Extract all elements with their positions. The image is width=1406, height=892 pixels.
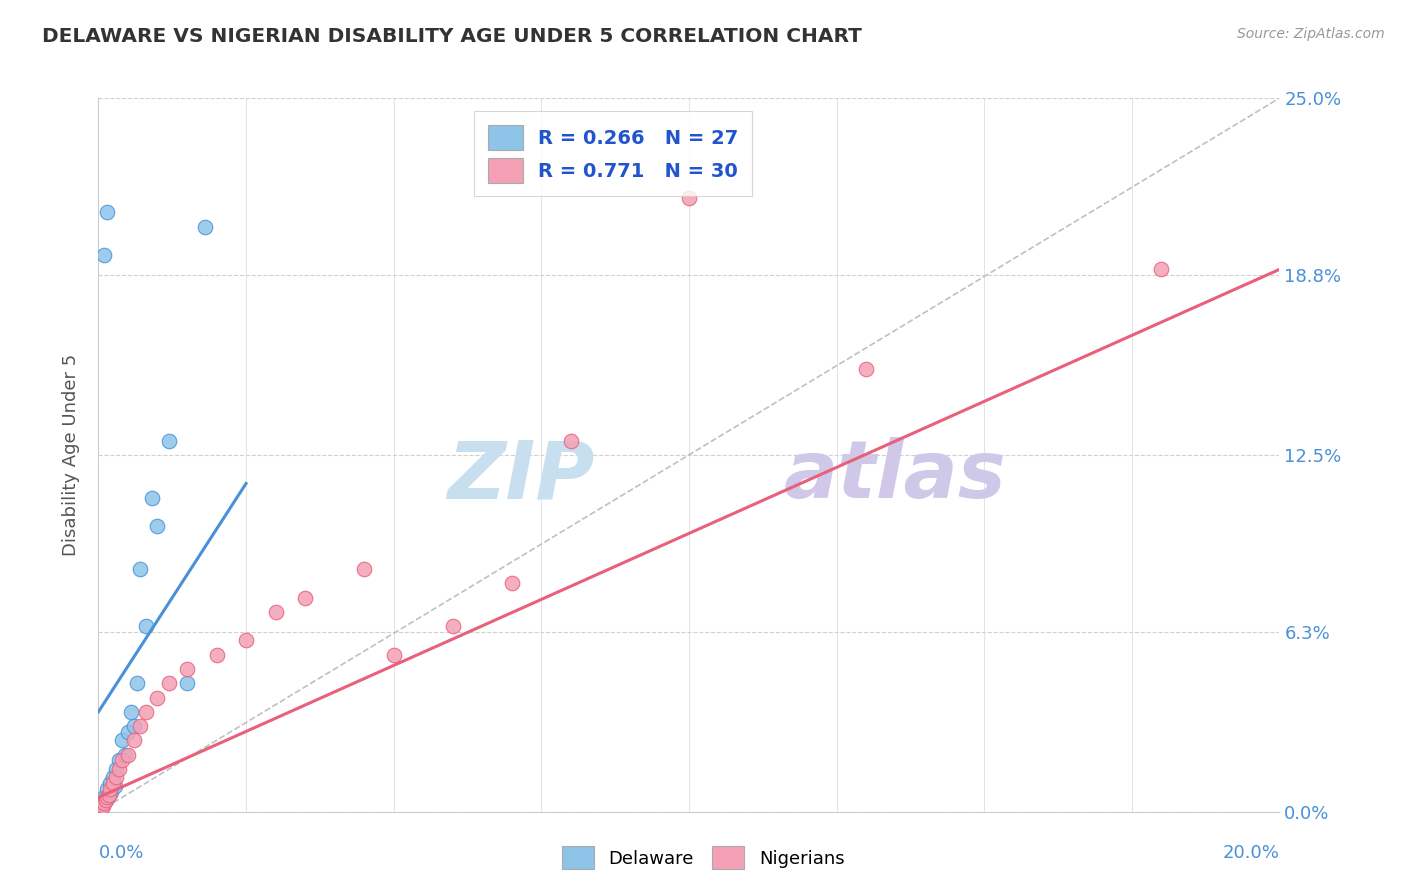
- Point: [96, 790, 118, 805]
- Point: [111, 753, 134, 767]
- Point: [205, 648, 228, 662]
- Point: [135, 705, 157, 719]
- Text: DELAWARE VS NIGERIAN DISABILITY AGE UNDER 5 CORRELATION CHART: DELAWARE VS NIGERIAN DISABILITY AGE UNDE…: [42, 27, 862, 45]
- Point: [125, 676, 148, 690]
- Point: [100, 785, 122, 799]
- Point: [94, 793, 117, 807]
- Point: [157, 676, 180, 690]
- Point: [93, 796, 115, 810]
- Point: [235, 633, 257, 648]
- Point: [501, 576, 523, 591]
- Point: [560, 434, 582, 448]
- Point: [98, 788, 121, 802]
- Point: [264, 605, 287, 619]
- Point: [117, 747, 139, 762]
- Point: [146, 690, 169, 705]
- Point: [194, 219, 217, 234]
- Point: [94, 793, 117, 807]
- Point: [157, 434, 180, 448]
- Point: [103, 776, 125, 790]
- Point: [98, 781, 121, 796]
- Point: [91, 799, 114, 814]
- Point: [294, 591, 316, 605]
- Text: 0.0%: 0.0%: [98, 844, 143, 862]
- Legend: Delaware, Nigerians: Delaware, Nigerians: [553, 838, 853, 879]
- Point: [122, 719, 145, 733]
- Point: [855, 362, 877, 376]
- Point: [176, 662, 198, 676]
- Point: [93, 790, 115, 805]
- Point: [111, 733, 134, 747]
- Point: [96, 781, 118, 796]
- Y-axis label: Disability Age Under 5: Disability Age Under 5: [62, 354, 80, 556]
- Text: 20.0%: 20.0%: [1223, 844, 1279, 862]
- Point: [104, 779, 127, 793]
- Point: [120, 705, 142, 719]
- Text: ZIP: ZIP: [447, 437, 595, 516]
- Legend: R = 0.266   N = 27, R = 0.771   N = 30: R = 0.266 N = 27, R = 0.771 N = 30: [474, 112, 752, 196]
- Point: [122, 733, 145, 747]
- Point: [176, 676, 198, 690]
- Point: [108, 762, 131, 776]
- Point: [382, 648, 405, 662]
- Point: [117, 724, 139, 739]
- Point: [114, 747, 136, 762]
- Point: [128, 562, 150, 576]
- Text: atlas: atlas: [783, 437, 1007, 516]
- Point: [90, 802, 112, 816]
- Point: [105, 762, 128, 776]
- Text: Source: ZipAtlas.com: Source: ZipAtlas.com: [1237, 27, 1385, 41]
- Point: [108, 753, 131, 767]
- Point: [98, 776, 121, 790]
- Point: [678, 191, 700, 205]
- Point: [93, 248, 115, 262]
- Point: [105, 771, 128, 785]
- Point: [441, 619, 464, 633]
- Point: [91, 796, 114, 810]
- Point: [135, 619, 157, 633]
- Point: [128, 719, 150, 733]
- Point: [353, 562, 375, 576]
- Point: [96, 205, 118, 219]
- Point: [90, 799, 112, 814]
- Point: [98, 788, 121, 802]
- Point: [146, 519, 169, 533]
- Point: [141, 491, 163, 505]
- Point: [1150, 262, 1173, 277]
- Point: [103, 771, 125, 785]
